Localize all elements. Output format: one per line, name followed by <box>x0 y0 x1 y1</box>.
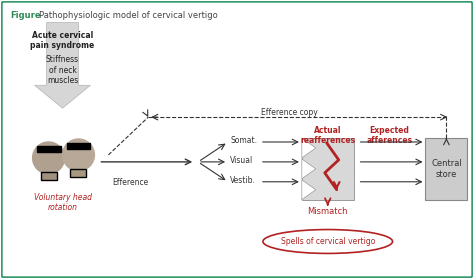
Text: Expected
afferences: Expected afferences <box>366 126 412 145</box>
FancyBboxPatch shape <box>66 143 91 149</box>
Text: Actual
reafferences: Actual reafferences <box>300 126 356 145</box>
Polygon shape <box>35 23 91 108</box>
FancyBboxPatch shape <box>2 2 472 277</box>
Text: Central
store: Central store <box>431 159 462 179</box>
Circle shape <box>63 139 94 171</box>
Circle shape <box>33 142 64 174</box>
Ellipse shape <box>263 230 392 253</box>
FancyBboxPatch shape <box>426 138 467 200</box>
Text: Spells of cervical vertigo: Spells of cervical vertigo <box>281 237 375 246</box>
Text: Figure: Figure <box>11 11 41 20</box>
Polygon shape <box>302 159 316 179</box>
FancyBboxPatch shape <box>41 172 56 180</box>
Text: Voluntary head
rotation: Voluntary head rotation <box>34 193 91 212</box>
Text: Acute cervical
pain syndrome: Acute cervical pain syndrome <box>30 30 95 50</box>
FancyBboxPatch shape <box>71 169 86 177</box>
Text: Somat.: Somat. <box>230 136 257 145</box>
Text: Efference copy: Efference copy <box>262 108 318 117</box>
Text: Efference: Efference <box>112 178 149 187</box>
Text: Stiffness
of neck
muscles: Stiffness of neck muscles <box>46 56 79 85</box>
Text: Vestib.: Vestib. <box>230 176 256 185</box>
FancyBboxPatch shape <box>36 146 61 152</box>
Text: Mismatch: Mismatch <box>308 207 348 216</box>
Polygon shape <box>302 138 316 158</box>
Text: Pathophysiologic model of cervical vertigo: Pathophysiologic model of cervical verti… <box>38 11 218 20</box>
Polygon shape <box>302 180 316 200</box>
FancyBboxPatch shape <box>302 138 354 200</box>
Text: Visual: Visual <box>230 157 253 165</box>
